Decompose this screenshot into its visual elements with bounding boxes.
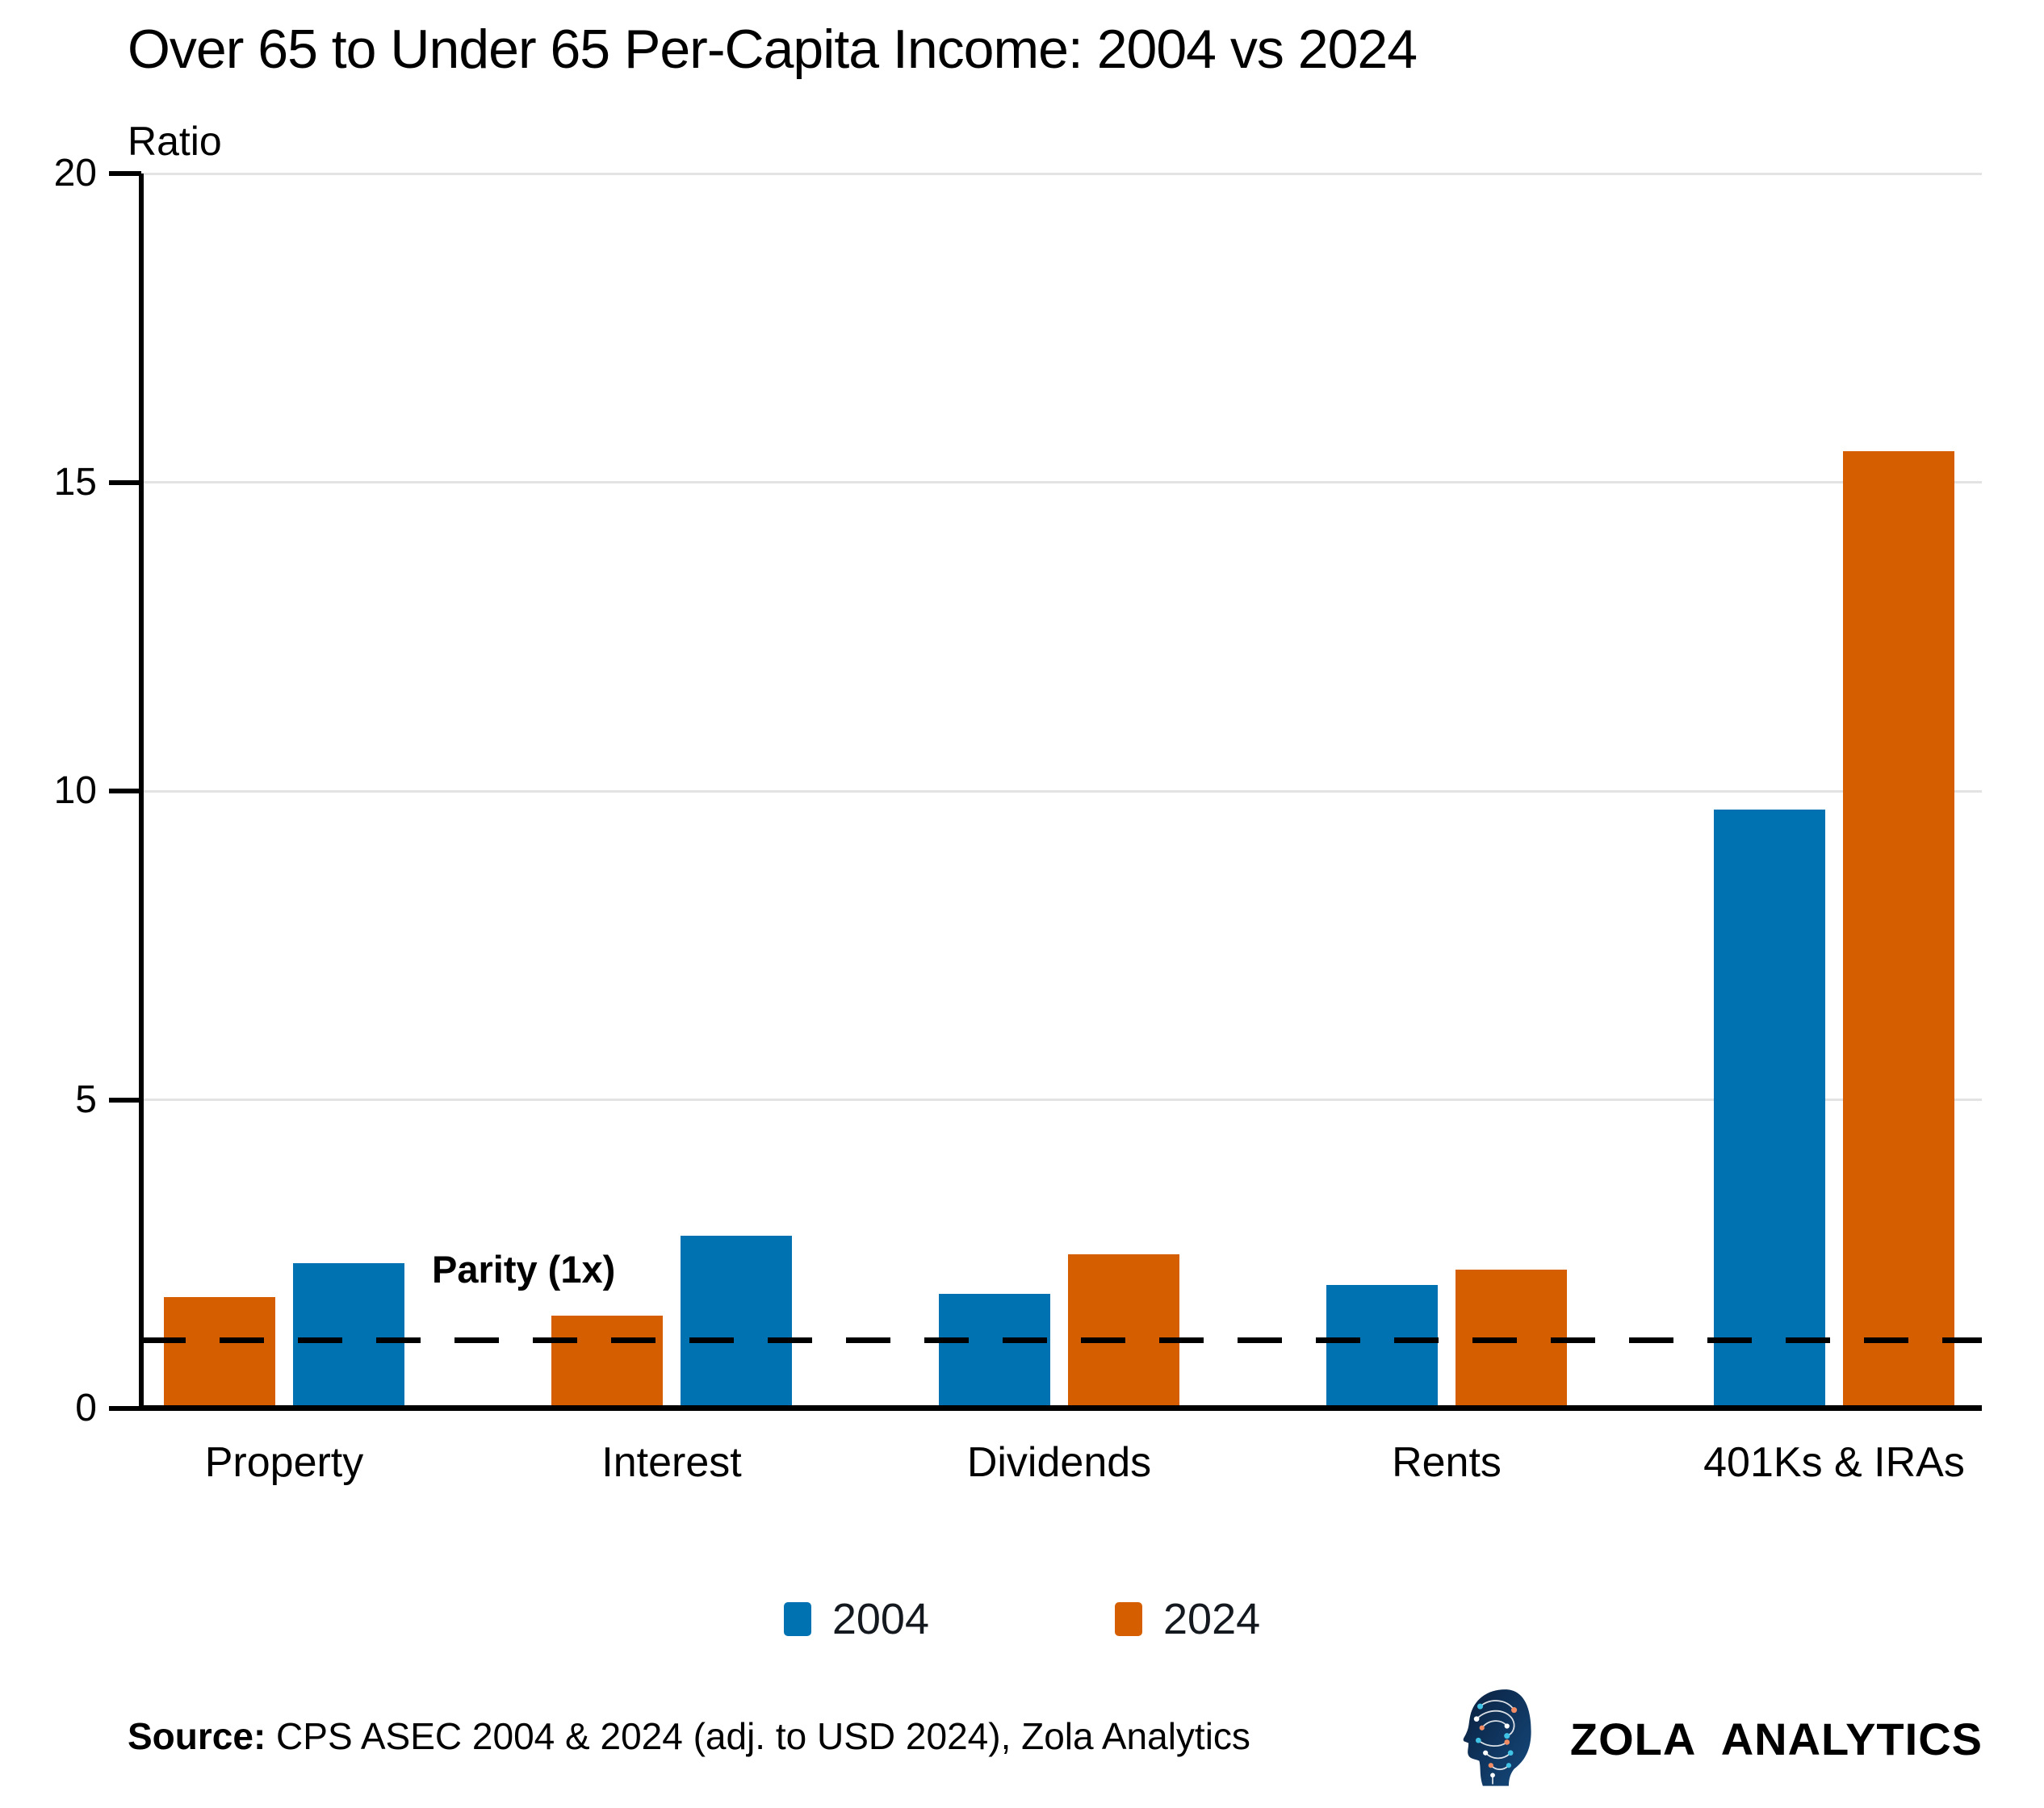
bar-group-401ks-iras [1714, 451, 1954, 1408]
y-tick-label-20: 20 [53, 152, 97, 195]
y-tick-label-10: 10 [53, 769, 97, 812]
category-label-property: Property [204, 1439, 364, 1486]
gridline-10 [141, 789, 1982, 793]
category-label-dividends: Dividends [966, 1439, 1152, 1486]
legend: 2004 2024 [0, 1594, 2044, 1644]
source-note: Source: CPS ASEC 2004 & 2024 (adj. to US… [128, 1714, 1250, 1758]
source-prefix: Source: [128, 1715, 266, 1757]
plot-area: Parity (1x) 0 5 10 15 20 [54, 152, 1982, 1429]
bar-group-interest [551, 1236, 792, 1408]
y-axis-line [139, 174, 144, 1411]
y-tick-label-0: 0 [75, 1387, 97, 1429]
gridline-15 [141, 481, 1982, 483]
category-label-rents: Rents [1392, 1439, 1502, 1486]
source-text: CPS ASEC 2004 & 2024 (adj. to USD 2024),… [266, 1715, 1250, 1757]
bar-interest-2004 [681, 1236, 792, 1408]
y-tick-5 [109, 1097, 141, 1103]
parity-reference-line [141, 1337, 1982, 1343]
bar-dividends-2024 [1068, 1254, 1179, 1408]
y-tick-20 [109, 171, 141, 176]
category-label-401ks-iras: 401Ks & IRAs [1703, 1439, 1965, 1486]
bar-property-2024 [164, 1297, 275, 1408]
bar-dividends-2004 [939, 1294, 1050, 1408]
parity-annotation: Parity (1x) [432, 1248, 616, 1291]
legend-item-2024: 2024 [1115, 1594, 1260, 1644]
y-tick-10 [109, 789, 141, 793]
y-tick-15 [109, 479, 141, 485]
bar-interest-2024 [551, 1316, 663, 1408]
brand-name: ZOLA ANALYTICS [1569, 1713, 1983, 1764]
y-tick-label-15: 15 [53, 460, 97, 504]
y-tick-0 [109, 1406, 141, 1411]
legend-label-2024: 2024 [1163, 1595, 1261, 1643]
bar-401ks-iras-2004 [1714, 810, 1825, 1408]
gridline-20 [141, 172, 1982, 175]
legend-item-2004: 2004 [783, 1594, 929, 1644]
bar-property-2004 [293, 1263, 404, 1408]
x-axis-line [139, 1405, 1982, 1411]
x-axis-labels: Property Interest Dividends Rents 401Ks & IR… [0, 1438, 2044, 1495]
gridline-5 [141, 1099, 1982, 1101]
zola-logo-circuit-head-icon [1463, 1689, 1531, 1786]
y-axis-title: Ratio [128, 119, 222, 164]
bar-401ks-iras-2024 [1843, 451, 1954, 1408]
legend-swatch-2024 [1115, 1602, 1142, 1636]
legend-label-2004: 2004 [831, 1595, 929, 1643]
legend-swatch-2004 [783, 1602, 811, 1636]
category-label-interest: Interest [601, 1439, 742, 1486]
brand-logo: ZOLA ANALYTICS [1460, 1689, 1983, 1789]
bar-group-property [164, 1263, 404, 1408]
chart-title: Over 65 to Under 65 Per-Capita Income: 2… [128, 19, 1418, 80]
bar-group-dividends [939, 1254, 1179, 1408]
y-tick-label-5: 5 [75, 1078, 97, 1121]
bar-rents-2004 [1326, 1285, 1438, 1408]
